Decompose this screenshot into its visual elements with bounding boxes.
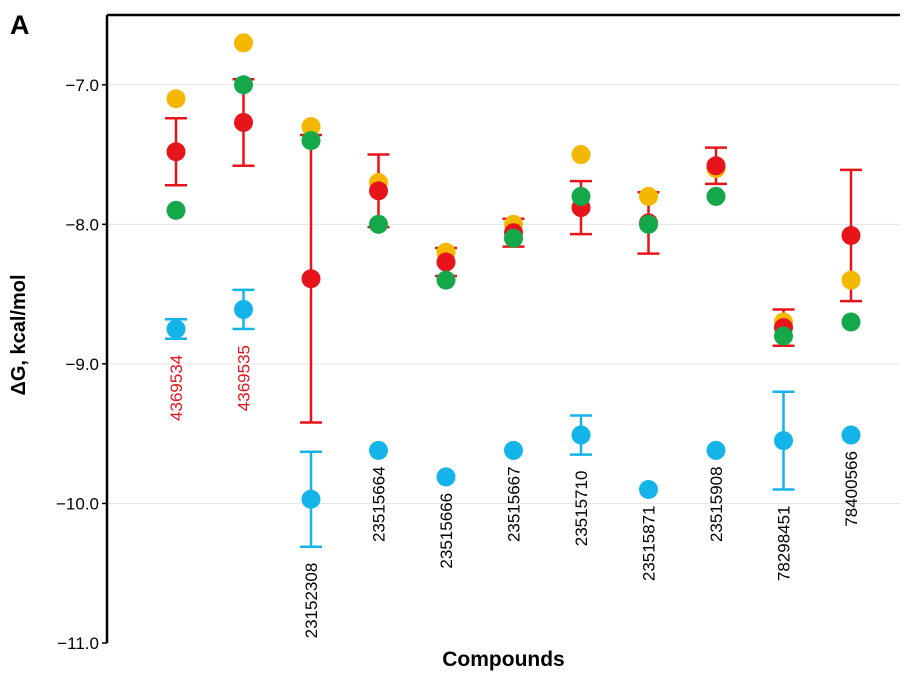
- category-label: 78298451: [775, 505, 794, 581]
- data-point: [774, 326, 793, 346]
- data-point: [706, 186, 726, 206]
- category-label: 23515710: [572, 471, 591, 547]
- data-point: [301, 131, 321, 151]
- y-tick-labels: −7.0 −8.0 −9.0 −10.0 −11.0: [56, 76, 107, 653]
- data-point: [841, 225, 861, 245]
- data-point: [166, 89, 186, 109]
- data-point: [841, 425, 861, 445]
- category-labels: 4369534 4369535 23152308 23515664 23515666 23…: [167, 345, 861, 638]
- category-label: 78400566: [842, 451, 861, 527]
- category-label: 23152308: [302, 563, 321, 639]
- data-point: [571, 186, 591, 206]
- category-label: 23515667: [505, 466, 524, 542]
- y-tick-label: −10.0: [56, 494, 99, 513]
- data-point: [301, 489, 321, 509]
- data-point: [504, 440, 523, 460]
- data-point: [571, 145, 591, 165]
- data-point: [301, 117, 321, 137]
- y-tick-label: −8.0: [65, 215, 99, 234]
- y-tick-label: −9.0: [65, 355, 99, 374]
- data-point: [166, 319, 186, 339]
- data-point: [369, 181, 388, 201]
- category-label: 23515666: [437, 493, 456, 569]
- data-point: [774, 431, 793, 451]
- data-point: [504, 228, 523, 248]
- data-point: [639, 214, 658, 234]
- data-point: [639, 479, 658, 499]
- data-points: [166, 33, 861, 509]
- data-point: [234, 299, 253, 319]
- data-point: [166, 142, 186, 162]
- data-point: [234, 75, 253, 95]
- category-label: 23515871: [640, 505, 659, 581]
- category-label: 23515908: [707, 466, 726, 542]
- x-axis-label: Compounds: [442, 648, 565, 671]
- data-point: [706, 156, 726, 176]
- axes: [105, 13, 900, 643]
- data-point: [166, 200, 186, 220]
- data-point: [436, 467, 456, 487]
- data-point: [369, 440, 388, 460]
- y-tick-label: −11.0: [57, 634, 99, 653]
- category-label: 4369534: [167, 355, 186, 421]
- data-point: [436, 252, 456, 272]
- data-point: [234, 112, 253, 132]
- data-point: [369, 214, 388, 234]
- data-point: [301, 269, 321, 289]
- data-point: [571, 425, 591, 445]
- data-point: [234, 33, 253, 53]
- data-point: [841, 270, 861, 290]
- data-point: [706, 440, 726, 460]
- panel-label: A: [10, 10, 30, 40]
- data-point: [639, 186, 658, 206]
- data-point: [436, 270, 456, 290]
- category-label: 4369535: [235, 345, 254, 411]
- category-label: 23515664: [370, 466, 389, 542]
- y-tick-label: −7.0: [65, 76, 99, 95]
- data-point: [841, 312, 861, 332]
